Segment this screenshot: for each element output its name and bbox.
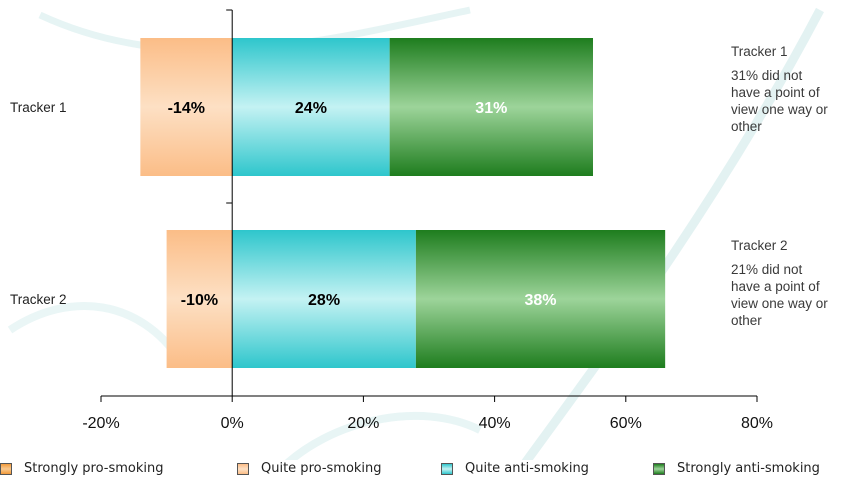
category-label: Tracker 1 (10, 100, 67, 115)
x-tick-label: 80% (741, 415, 773, 432)
bar-segment-quite-anti-smoking (232, 230, 416, 368)
legend-item-strongly-pro: Strongly pro-smoking (0, 461, 164, 476)
tracker-2-note-line: have a point of (731, 279, 820, 294)
legend-item-strongly-anti: Strongly anti-smoking (653, 461, 820, 476)
legend-swatch (653, 462, 665, 475)
legend-label: Strongly anti-smoking (677, 461, 820, 476)
chart-legend: Strongly pro-smoking Quite pro-smoking Q… (0, 461, 867, 483)
tracker-2-note: Tracker 2 21% did not have a point of vi… (731, 237, 863, 329)
bar-segment-strongly-anti-smoking (389, 38, 593, 176)
bar-value-label: -14% (168, 100, 205, 117)
x-tick-label: 40% (479, 415, 511, 432)
tracker-2-note-line: 21% did not (731, 262, 803, 277)
bar-segment-quite-anti-smoking (232, 38, 390, 176)
bar-value-label: 24% (295, 100, 327, 117)
bar-segment-quite-pro-smoking (166, 230, 233, 368)
stacked-bar-chart: -14% 24% 31% -10% 28% 38% Tracker 1 Tracker 2 -… (7, 6, 824, 460)
tracker-1-note-line: other (731, 119, 762, 134)
legend-swatch (237, 462, 249, 475)
legend-label: Quite pro-smoking (261, 461, 382, 476)
bar-value-label: -10% (181, 292, 218, 309)
x-tick-label: 60% (610, 415, 642, 432)
tracker-2-note-title: Tracker 2 (731, 238, 788, 253)
tracker-2-note-line: other (731, 313, 762, 328)
bar-segment-quite-pro-smoking (140, 38, 233, 176)
legend-item-quite-anti: Quite anti-smoking (441, 461, 589, 476)
bar-segment-strongly-anti-smoking (415, 230, 666, 368)
bar-value-label: 31% (475, 100, 507, 117)
legend-item-quite-pro: Quite pro-smoking (237, 461, 382, 476)
tracker-1-note-line: 31% did not (731, 68, 803, 83)
bar-value-label: 38% (525, 292, 557, 309)
legend-swatch (441, 462, 453, 475)
legend-label: Strongly pro-smoking (24, 461, 164, 476)
tracker-1-note: Tracker 1 31% did not have a point of vi… (731, 43, 863, 135)
tracker-1-note-line: view one way or (731, 102, 828, 117)
tracker-1-note-title: Tracker 1 (731, 44, 788, 59)
legend-label: Quite anti-smoking (465, 461, 589, 476)
x-tick-label: 20% (347, 415, 379, 432)
category-label: Tracker 2 (10, 292, 67, 307)
tracker-2-note-line: view one way or (731, 296, 828, 311)
legend-swatch (0, 462, 12, 475)
tracker-1-note-line: have a point of (731, 85, 820, 100)
x-tick-label: 0% (221, 415, 244, 432)
x-tick-label: -20% (82, 415, 119, 432)
bar-value-label: 28% (308, 292, 340, 309)
